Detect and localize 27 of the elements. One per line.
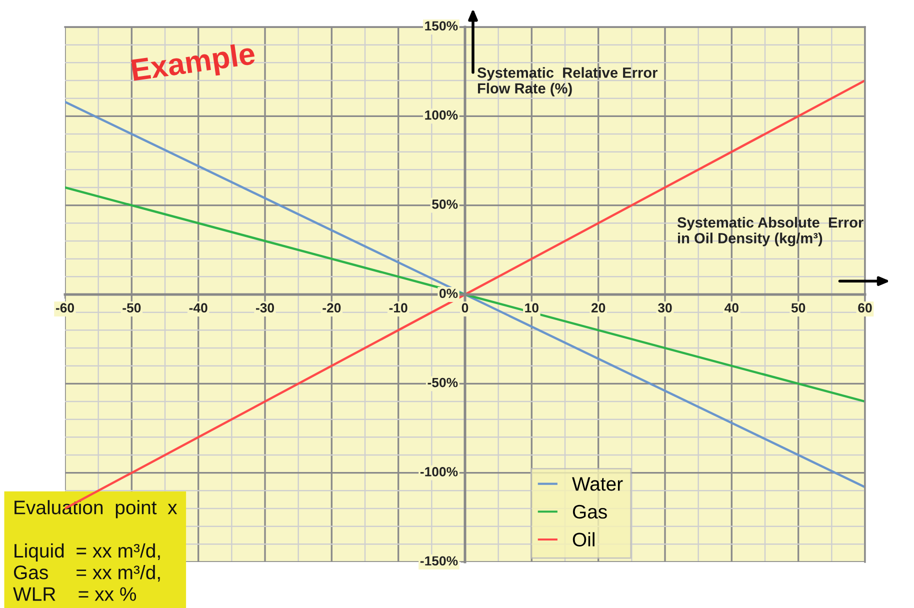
text: Evaluation point x Liquid = xx m³/d, Gas = xx m³/d, WLR = xx % xyxy=(13,500,178,601)
x-tick-label: 50 xyxy=(791,303,806,313)
x-tick-label: 30 xyxy=(658,303,672,313)
x-tick-label: 0 xyxy=(462,303,468,313)
y-tick-label: 100% xyxy=(425,110,458,120)
x-tick-label: -30 xyxy=(256,303,274,313)
annotation: Example xyxy=(131,42,256,88)
y-tick-label: 50% xyxy=(432,200,458,209)
x-tick-label: 40 xyxy=(724,303,738,313)
y-tick-label: -100% xyxy=(420,467,458,476)
x-tick-label: 10 xyxy=(525,303,538,313)
x-axis-title: Systematic Absolute Error in Oil Density (kg/m³) xyxy=(677,216,864,246)
x-tick-label: -10 xyxy=(389,303,408,313)
x-tick-label: 20 xyxy=(591,303,606,313)
x-tick-label: -50 xyxy=(122,303,141,313)
x-tick-label: -40 xyxy=(189,303,208,313)
x-tick-label: -60 xyxy=(56,303,74,313)
legend-label: Oil xyxy=(572,532,594,546)
legend-label: Gas xyxy=(572,504,607,519)
x-tick-label: -20 xyxy=(322,303,341,313)
y-tick-label: 150% xyxy=(425,21,458,31)
x-tick-label: 60 xyxy=(858,303,872,313)
legend-label: Water xyxy=(572,477,623,491)
y-tick-label: -50% xyxy=(428,378,458,388)
y-tick-label: 0% xyxy=(440,288,458,298)
y-axis-title: Systematic Relative Error Flow Rate (%) xyxy=(477,67,658,96)
y-tick-label: -150% xyxy=(420,556,458,566)
